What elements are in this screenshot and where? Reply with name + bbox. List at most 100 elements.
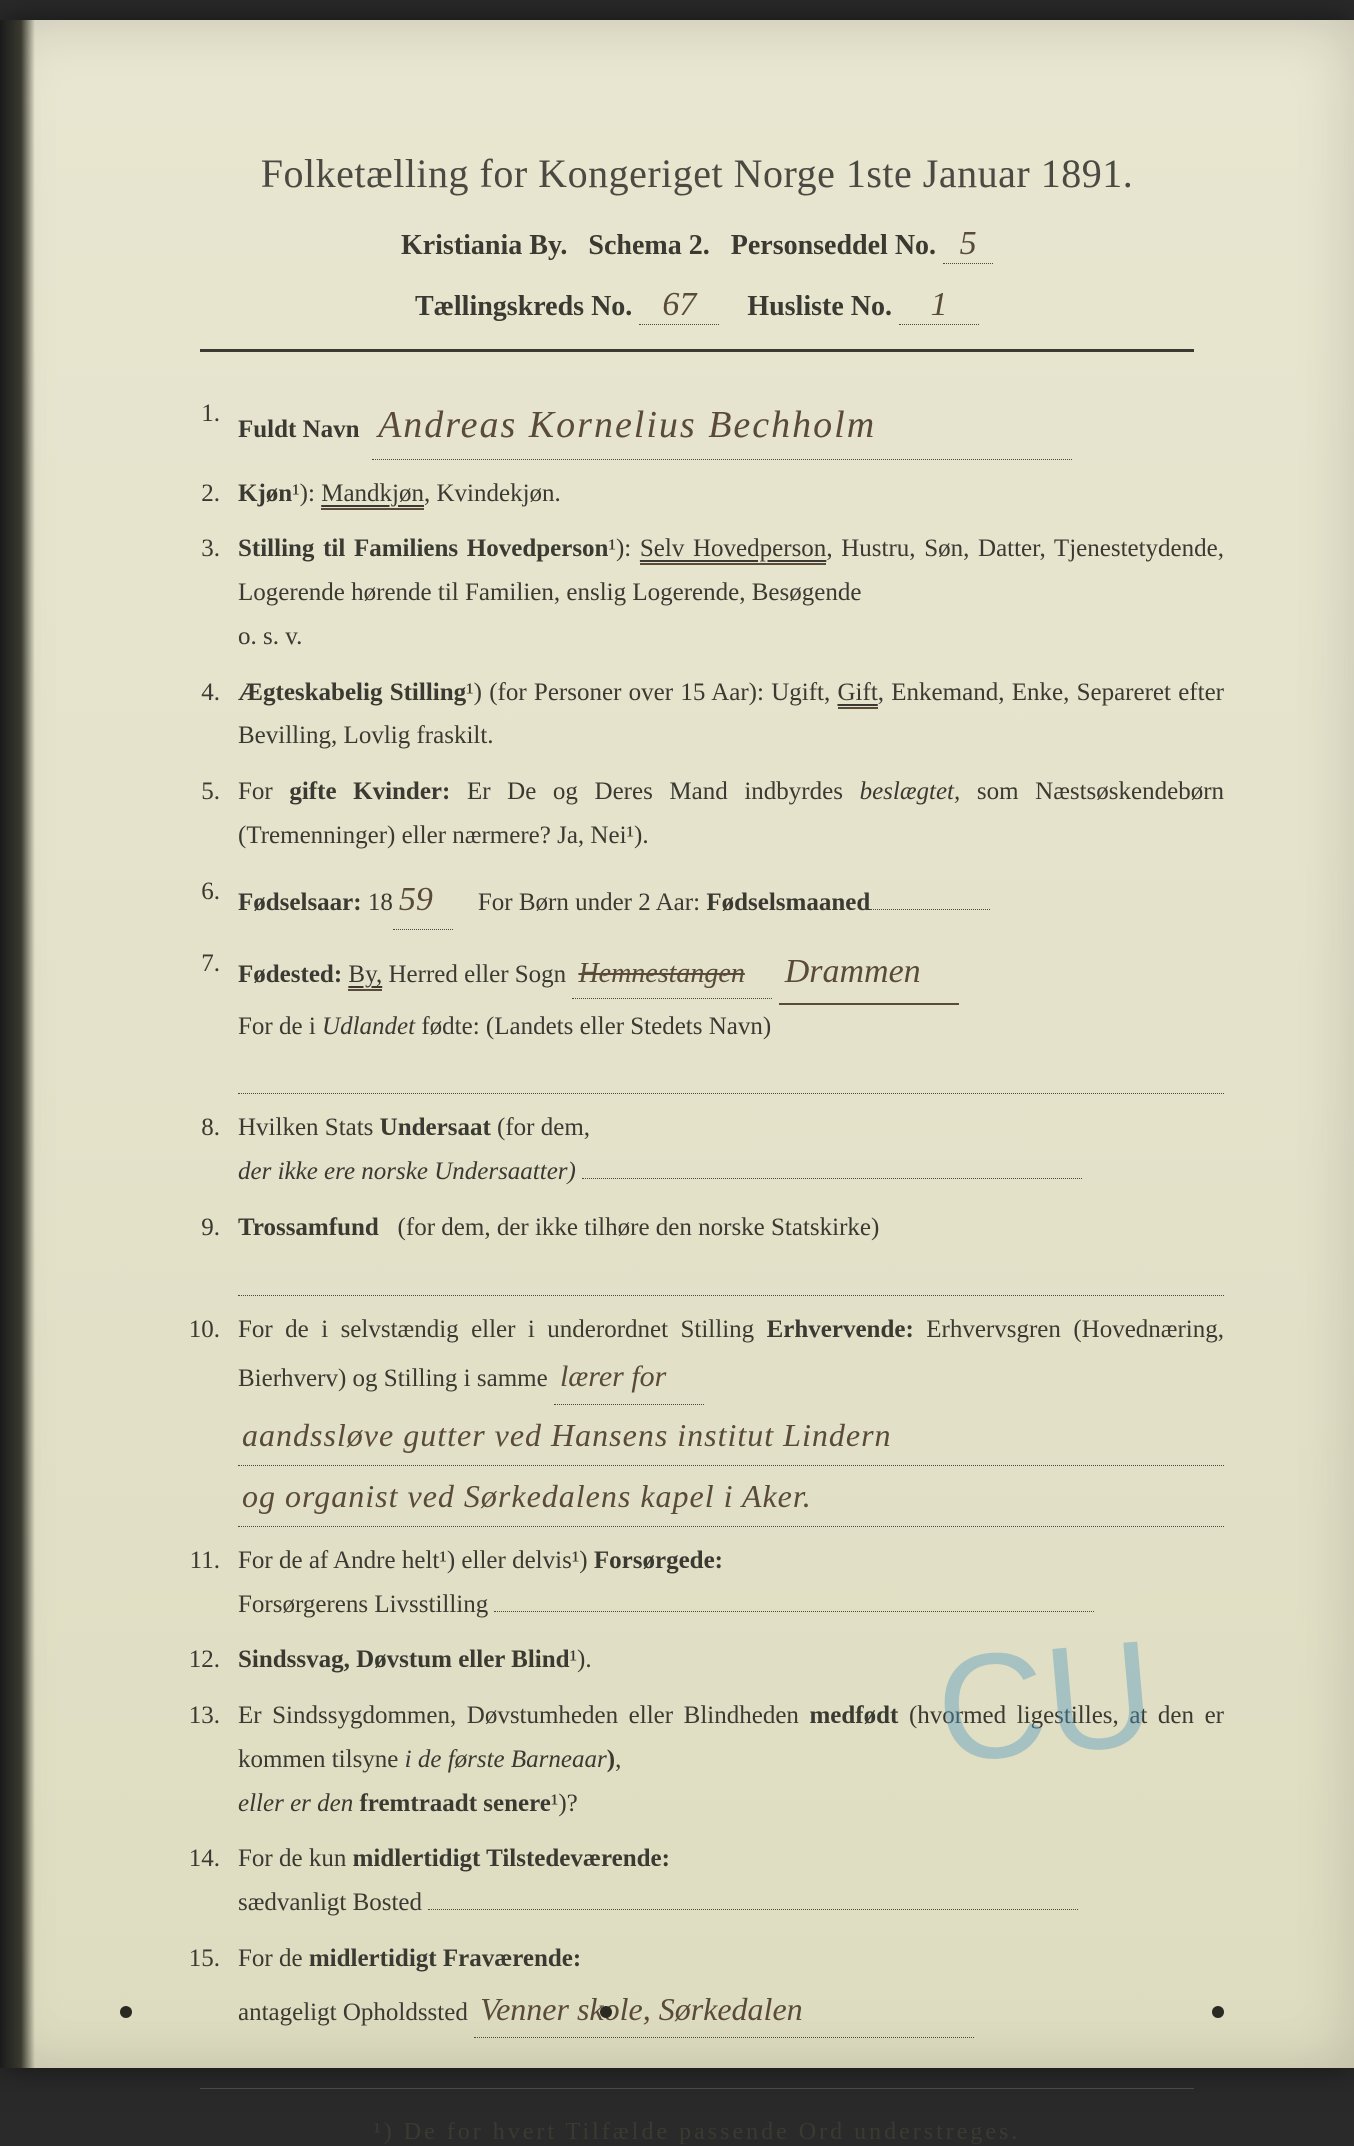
- field-label: Fuldt Navn: [238, 416, 360, 443]
- t-bold: Erhvervende:: [767, 1316, 914, 1343]
- husliste-no: 1: [899, 286, 979, 325]
- entry-num: 11.: [180, 1539, 238, 1627]
- q-text-1: Er De og Deres Mand indbyrdes: [467, 778, 843, 805]
- footer-divider: [200, 2088, 1194, 2089]
- punch-mark-icon: [600, 2006, 612, 2018]
- entry-content: For gifte Kvinder: Er De og Deres Mand i…: [238, 770, 1224, 858]
- t1: For de af Andre helt: [238, 1547, 439, 1574]
- entry-1: 1. Fuldt Navn Andreas Kornelius Bechholm: [180, 392, 1224, 460]
- field-label: Trossamfund: [238, 1214, 379, 1241]
- q-em: beslægtet,: [860, 778, 961, 805]
- entry-content: Fuldt Navn Andreas Kornelius Bechholm: [238, 392, 1224, 460]
- field-label: Stilling til Familiens Hovedperson: [238, 535, 608, 562]
- entry-content: For de midlertidigt Fraværende: antageli…: [238, 1937, 1224, 2038]
- entry-content: For de kun midlertidigt Tilstedeværende:…: [238, 1837, 1224, 1925]
- birthplace-value: Drammen: [779, 942, 959, 1005]
- footnote-text: ¹) De for hvert Tilfælde passende Ord un…: [170, 2119, 1224, 2146]
- entry-num: 7.: [180, 942, 238, 1094]
- birth-year: 59: [393, 870, 453, 931]
- sex-selected: Mandkjøn: [321, 480, 424, 510]
- entry-num: 8.: [180, 1106, 238, 1194]
- entry-num: 9.: [180, 1206, 238, 1296]
- t2: (for dem,: [497, 1114, 590, 1141]
- entry-content: Sindssvag, Døvstum eller Blind¹).: [238, 1638, 1224, 1682]
- subtitle-line-2: Tællingskreds No. 67 Husliste No. 1: [170, 286, 1224, 325]
- entry-content: For de i selvstændig eller i underordnet…: [238, 1308, 1224, 1527]
- t3: eller er den: [238, 1790, 353, 1817]
- disability-label: Sindssvag, Døvstum eller Blind: [238, 1646, 570, 1673]
- t1: Er Sindssygdommen, Døvstumheden eller Bl…: [238, 1702, 799, 1729]
- position-selected: Selv Hovedperson: [640, 535, 826, 565]
- foreign-born-label: For de i Udlandet fødte: (Landets eller …: [238, 1013, 771, 1040]
- husliste-label: Husliste No.: [747, 291, 892, 322]
- citizenship-blank: [582, 1154, 1082, 1179]
- entry-num: 12.: [180, 1638, 238, 1682]
- full-name-value: Andreas Kornelius Bechholm: [372, 392, 1072, 460]
- entry-num: 14.: [180, 1837, 238, 1925]
- field-label: Kjøn: [238, 480, 292, 507]
- year-prefix: 18: [368, 889, 393, 916]
- t-bold: midlertidigt Tilstedeværende:: [353, 1845, 670, 1872]
- t1: For de i selvstændig eller i underordnet…: [238, 1316, 754, 1343]
- subtitle-line-1: Kristiania By. Schema 2. Personseddel No…: [170, 225, 1224, 264]
- provider-blank: [494, 1587, 1094, 1612]
- t3: der ikke ere norske Undersaatter): [238, 1158, 576, 1185]
- foreign-blank: [238, 1054, 1224, 1094]
- t1: For de: [238, 1945, 303, 1972]
- t-bold: Undersaat: [380, 1114, 491, 1141]
- punch-mark-icon: [1212, 2006, 1224, 2018]
- field-label: For gifte Kvinder:: [238, 778, 450, 805]
- entry-13: 13. Er Sindssygdommen, Døvstumheden elle…: [180, 1694, 1224, 1825]
- entry-5: 5. For gifte Kvinder: Er De og Deres Man…: [180, 770, 1224, 858]
- t1: For de kun: [238, 1845, 346, 1872]
- entry-content: Kjøn¹): Mandkjøn, Kvindekjøn.: [238, 472, 1224, 516]
- entry-num: 13.: [180, 1694, 238, 1825]
- birth-month-blank: [870, 885, 990, 910]
- occupation-hw-3: og organist ved Sørkedalens kapel i Aker…: [238, 1466, 1224, 1527]
- kreds-no: 67: [639, 286, 719, 325]
- paren-text: (for Personer over 15 Aar):: [489, 679, 764, 706]
- entry-10: 10. For de i selvstændig eller i underor…: [180, 1308, 1224, 1527]
- entry-15: 15. For de midlertidigt Fraværende: anta…: [180, 1937, 1224, 2038]
- entry-4: 4. Ægteskabelig Stilling¹) (for Personer…: [180, 671, 1224, 759]
- t-bold: Forsørgede:: [594, 1547, 723, 1574]
- e1: i de første Barneaar: [405, 1746, 607, 1773]
- residence-label: sædvanligt Bosted: [238, 1889, 422, 1916]
- entry-12: 12. Sindssvag, Døvstum eller Blind¹).: [180, 1638, 1224, 1682]
- entry-6: 6. Fødselsaar: 1859 For Børn under 2 Aar…: [180, 870, 1224, 931]
- city-label: Kristiania By.: [401, 230, 567, 261]
- field-label: Fødselsaar:: [238, 889, 362, 916]
- entry-num: 5.: [180, 770, 238, 858]
- entry-content: For de af Andre helt¹) eller delvis¹) Fo…: [238, 1539, 1224, 1627]
- occupation-hw-2: aandssløve gutter ved Hansens institut L…: [238, 1405, 1224, 1466]
- b2: fremtraadt senere: [359, 1790, 550, 1817]
- entry-content: Ægteskabelig Stilling¹) (for Personer ov…: [238, 671, 1224, 759]
- entry-7: 7. Fødested: By, Herred eller Sogn Hemne…: [180, 942, 1224, 1094]
- entry-num: 10.: [180, 1308, 238, 1527]
- header-divider: [200, 349, 1194, 352]
- entry-content: Er Sindssygdommen, Døvstumheden eller Bl…: [238, 1694, 1224, 1825]
- entry-8: 8. Hvilken Stats Undersaat (for dem, der…: [180, 1106, 1224, 1194]
- schema-label: Schema 2.: [588, 230, 709, 261]
- month-label: Fødselsmaaned: [706, 889, 870, 916]
- entry-num: 4.: [180, 671, 238, 759]
- entry-11: 11. For de af Andre helt¹) eller delvis¹…: [180, 1539, 1224, 1627]
- personseddel-no: 5: [943, 225, 993, 264]
- personseddel-label: Personseddel No.: [731, 230, 936, 261]
- birthplace-options: Herred eller Sogn: [388, 961, 566, 988]
- t1: Hvilken Stats: [238, 1114, 373, 1141]
- birthplace-struck: Hemnestangen: [572, 949, 772, 999]
- entry-content: Fødselsaar: 1859 For Børn under 2 Aar: F…: [238, 870, 1224, 931]
- entry-2: 2. Kjøn¹): Mandkjøn, Kvindekjøn.: [180, 472, 1224, 516]
- religion-blank: [238, 1256, 1224, 1296]
- whereabouts-value: Venner skole, Sørkedalen: [474, 1981, 974, 2038]
- field-label: Ægteskabelig Stilling: [238, 679, 466, 706]
- entry-num: 15.: [180, 1937, 238, 2038]
- birthplace-by: By,: [348, 961, 382, 991]
- punch-mark-icon: [120, 2006, 132, 2018]
- entry-num: 2.: [180, 472, 238, 516]
- entry-content: Fødested: By, Herred eller Sogn Hemnesta…: [238, 942, 1224, 1094]
- t-bold: midlertidigt Fraværende:: [309, 1945, 581, 1972]
- t: (for dem, der ikke tilhøre den norske St…: [398, 1214, 880, 1241]
- entry-num: 6.: [180, 870, 238, 931]
